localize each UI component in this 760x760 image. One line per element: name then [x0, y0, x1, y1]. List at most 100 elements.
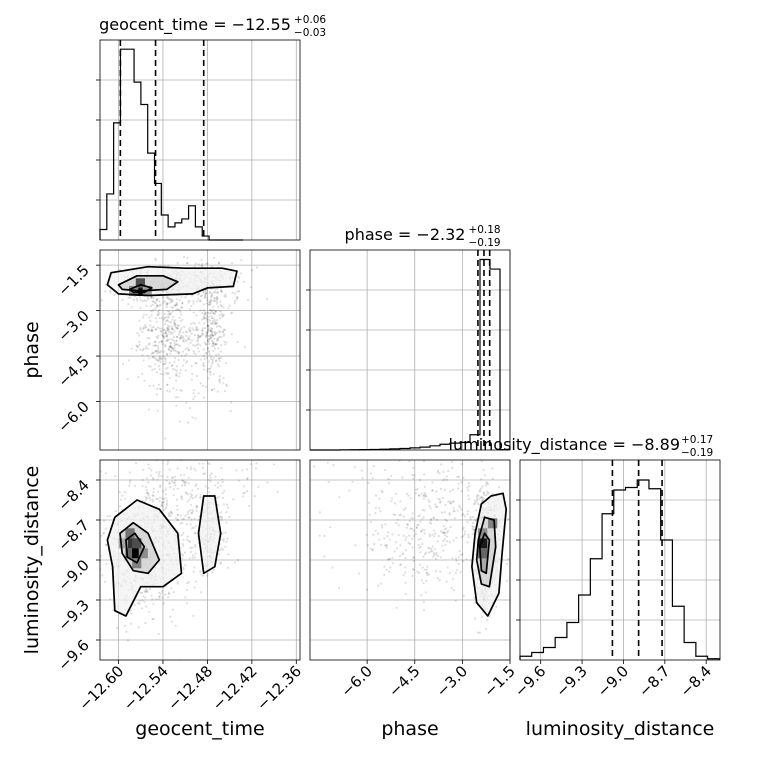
scatter-point [127, 296, 130, 299]
scatter-point [218, 330, 221, 333]
scatter-point [147, 365, 150, 368]
scatter-point [193, 566, 196, 569]
scatter-point [193, 556, 197, 559]
scatter-point [222, 306, 225, 309]
scatter-point [430, 522, 433, 525]
scatter-point [164, 493, 167, 496]
scatter-point [204, 343, 207, 346]
scatter-point [179, 310, 182, 313]
contour-line [471, 492, 508, 617]
scatter-point [154, 350, 157, 353]
scatter-point [176, 350, 179, 353]
scatter-point [211, 343, 214, 346]
scatter-point [385, 543, 388, 547]
scatter-point [104, 527, 107, 530]
scatter-point [412, 466, 415, 469]
scatter-point [191, 327, 194, 330]
scatter-point [422, 516, 425, 519]
scatter-point [163, 312, 166, 316]
scatter-point [150, 314, 153, 317]
scatter-point [326, 461, 329, 464]
scatter-point [188, 329, 192, 332]
scatter-point [202, 574, 205, 577]
scatter-point [208, 491, 211, 494]
scatter-point [196, 347, 200, 350]
scatter-point [416, 487, 419, 491]
scatter-point [384, 523, 387, 526]
scatter-point [419, 563, 422, 566]
scatter-point [182, 331, 185, 334]
scatter-point [137, 626, 140, 629]
scatter-point [483, 497, 486, 500]
scatter-point [172, 591, 175, 594]
scatter-point [104, 472, 107, 475]
scatter-point [195, 509, 198, 512]
scatter-point [184, 296, 187, 299]
scatter-point [176, 582, 179, 585]
scatter-point [448, 513, 451, 516]
scatter-point [404, 581, 407, 584]
scatter-point [202, 473, 205, 476]
scatter-point [424, 493, 427, 496]
scatter-point [393, 502, 397, 505]
scatter-point [150, 329, 153, 332]
scatter-point [471, 525, 474, 528]
scatter-point [173, 346, 176, 349]
scatter-point [506, 562, 509, 566]
scatter-point [147, 492, 150, 495]
scatter-point [158, 300, 161, 303]
scatter-point [164, 344, 167, 347]
scatter-point [402, 515, 405, 518]
scatter-point [431, 481, 434, 484]
scatter-point [222, 313, 225, 316]
scatter-point [172, 328, 175, 331]
scatter-point [406, 523, 409, 526]
scatter-point [168, 312, 171, 315]
scatter-point [180, 296, 183, 299]
scatter-point [191, 497, 194, 500]
scatter-point [395, 522, 398, 525]
scatter-point [451, 460, 454, 464]
scatter-point [187, 481, 190, 484]
scatter-point [181, 335, 185, 338]
scatter-point [125, 630, 128, 634]
scatter-point [151, 351, 154, 355]
scatter-point [222, 382, 225, 385]
scatter-point [505, 579, 508, 582]
scatter-point [211, 339, 214, 342]
scatter-point [160, 316, 163, 319]
scatter-point [193, 395, 196, 398]
scatter-point [210, 295, 213, 298]
x-tick-label: −12.54 [120, 662, 172, 714]
scatter-point [171, 368, 174, 371]
scatter-point [147, 494, 150, 497]
scatter-point [100, 534, 103, 537]
scatter-point [448, 512, 451, 515]
scatter-point [164, 488, 167, 491]
scatter-point [423, 553, 427, 556]
scatter-point [484, 484, 487, 487]
scatter-point [139, 348, 142, 351]
histogram-step-luminosity_distance [519, 479, 720, 660]
scatter-point [209, 335, 212, 338]
scatter-point [154, 349, 157, 353]
scatter-point [409, 527, 412, 530]
scatter-point [202, 303, 205, 306]
scatter-point [209, 329, 212, 332]
scatter-point [199, 493, 202, 496]
scatter-point [461, 528, 464, 531]
scatter-point [156, 497, 159, 501]
scatter-point [174, 624, 177, 627]
scatter-point [153, 308, 156, 311]
scatter-point [194, 484, 197, 487]
scatter-point [215, 295, 218, 299]
scatter-point [474, 502, 477, 505]
scatter-point [472, 526, 475, 529]
scatter-point [162, 508, 165, 512]
scatter-point [158, 357, 161, 360]
scatter-point [423, 529, 426, 532]
x-tick-label: −12.42 [209, 662, 261, 714]
scatter-point [164, 345, 167, 348]
scatter-point [378, 497, 381, 500]
scatter-point [432, 555, 435, 558]
